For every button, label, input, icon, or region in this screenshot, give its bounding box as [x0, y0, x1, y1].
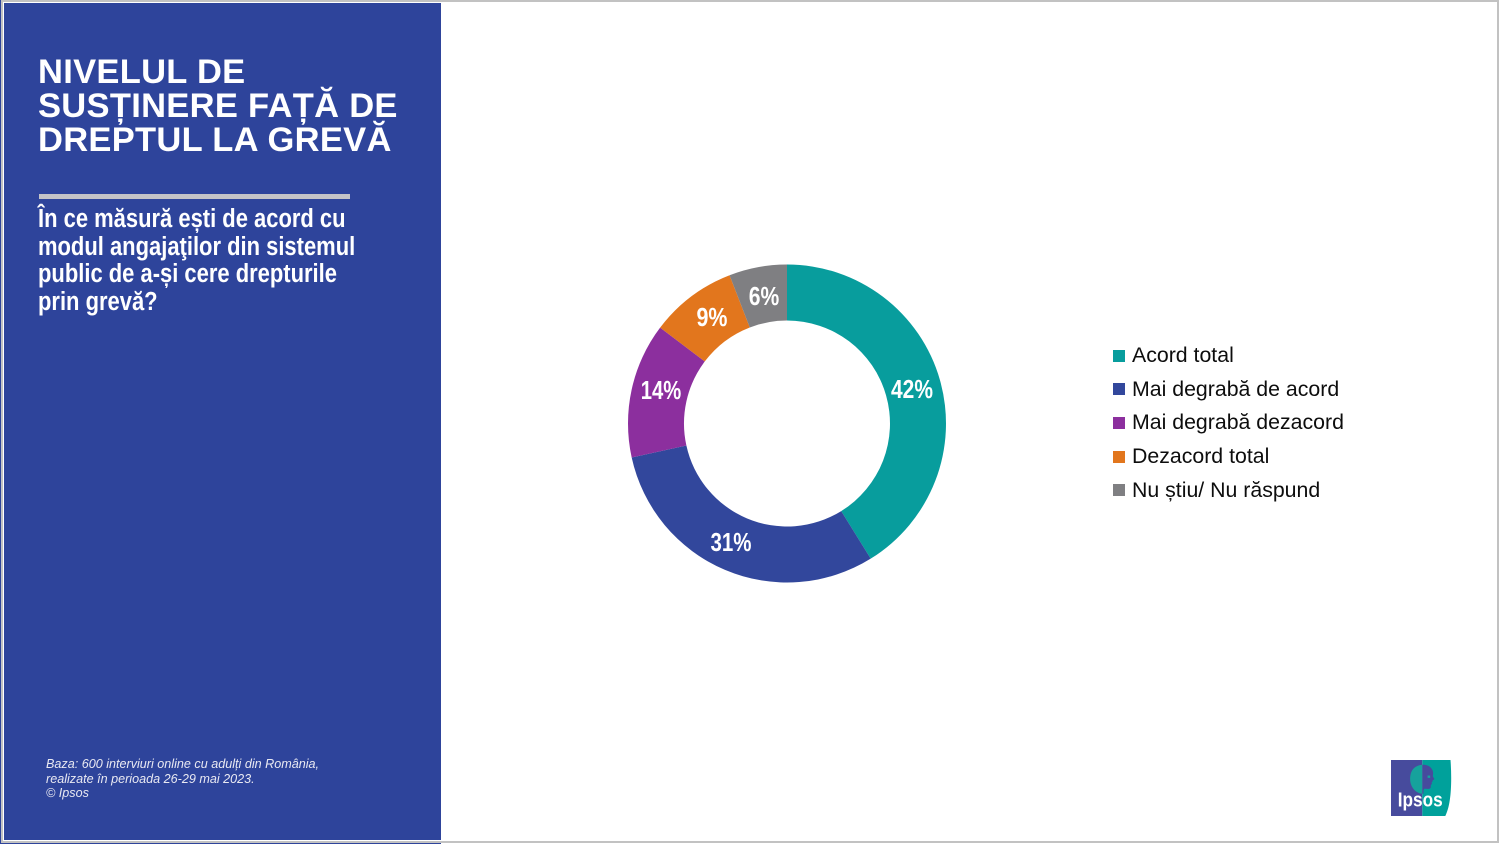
svg-text:14%: 14% [641, 377, 682, 405]
svg-text:31%: 31% [711, 529, 752, 557]
svg-text:6%: 6% [749, 283, 780, 311]
svg-text:9%: 9% [697, 304, 728, 332]
svg-text:42%: 42% [891, 376, 933, 404]
svg-text:Ipsos: Ipsos [1398, 790, 1443, 812]
